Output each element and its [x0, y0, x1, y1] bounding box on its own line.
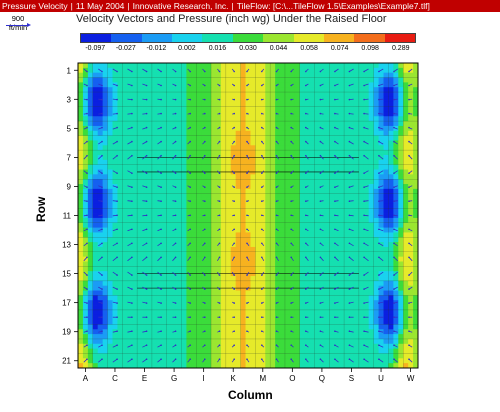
velocity-scale-arrowhead-icon — [27, 23, 31, 27]
colorbar-swatch — [384, 34, 415, 42]
velocity-scale-label: 900 ft/min — [8, 14, 28, 32]
y-tick-label: 15 — [62, 270, 71, 279]
titlebar-view-name: Pressure Velocity — [2, 1, 68, 11]
chart-title: Velocity Vectors and Pressure (inch wg) … — [76, 13, 387, 25]
colorbar-swatch — [263, 34, 294, 42]
colorbar-swatch — [172, 34, 203, 42]
y-tick-label: 21 — [62, 357, 71, 366]
x-tick-label: O — [289, 374, 295, 383]
x-tick-label: Q — [319, 374, 325, 383]
colorbar-swatch — [202, 34, 233, 42]
x-tick-label: A — [83, 374, 89, 383]
colorbar-tick-label: 0.016 — [208, 45, 227, 52]
velocity-scale-arrow-icon — [6, 25, 28, 26]
colorbar-swatch — [293, 34, 324, 42]
colorbar-swatch — [354, 34, 385, 42]
x-tick-label: C — [112, 374, 118, 383]
y-tick-label: 7 — [67, 153, 72, 162]
colorbar-tick-label: 0.002 — [178, 45, 196, 52]
colorbar-tick-label: -0.012 — [146, 45, 167, 52]
colorbar-tick-label: 0.074 — [330, 45, 349, 52]
y-tick-label: 17 — [62, 299, 71, 308]
window-titlebar: Pressure Velocity | 11 May 2004 | Innovative… — [0, 0, 500, 12]
colorbar-tick-label: 0.030 — [239, 45, 257, 52]
y-tick-label: 19 — [62, 328, 71, 337]
x-tick-label: K — [231, 374, 237, 383]
colorbar-swatch — [111, 34, 142, 42]
titlebar-file: TileFlow: [C:\...TileFlow 1.5\Examples\E… — [236, 1, 430, 11]
x-tick-label: I — [203, 374, 205, 383]
colorbar-swatch — [232, 34, 264, 42]
colorbar-swatch — [81, 34, 112, 42]
colorbar-tick-label: 0.289 — [391, 45, 410, 52]
y-tick-label: 13 — [62, 241, 71, 250]
x-tick-label: W — [407, 374, 415, 383]
y-tick-label: 3 — [67, 95, 72, 104]
colorbar-tick-label: 0.098 — [361, 45, 379, 52]
titlebar-company: Innovative Research, Inc. — [132, 1, 229, 11]
y-tick-label: 9 — [67, 182, 72, 191]
y-tick-label: 11 — [63, 212, 72, 221]
x-axis-label: Column — [228, 388, 273, 402]
x-tick-label: G — [171, 374, 177, 383]
x-tick-label: U — [378, 374, 384, 383]
x-tick-label: M — [259, 374, 266, 383]
titlebar-date: 11 May 2004 — [75, 1, 125, 11]
x-tick-label: E — [142, 374, 147, 383]
colorbar-swatch — [323, 34, 355, 42]
colorbar-tick-label: 0.058 — [300, 45, 318, 52]
colorbar-tick-label: -0.097 — [85, 45, 106, 52]
pressure-colorbar-labels: -0.097 -0.027 -0.012 0.002 0.016 0.030 0.044 0.… — [80, 45, 416, 52]
y-axis-label: Row — [34, 196, 48, 222]
colorbar-swatch — [141, 34, 173, 42]
velocity-scale-legend: 900 ft/min — [3, 14, 33, 32]
x-tick-label: S — [349, 374, 354, 383]
y-tick-label: 5 — [67, 124, 72, 133]
pressure-colorbar — [80, 33, 416, 43]
colorbar-tick-label: 0.044 — [269, 45, 288, 52]
colorbar-tick-label: -0.027 — [115, 45, 136, 52]
y-tick-label: 1 — [67, 66, 72, 75]
